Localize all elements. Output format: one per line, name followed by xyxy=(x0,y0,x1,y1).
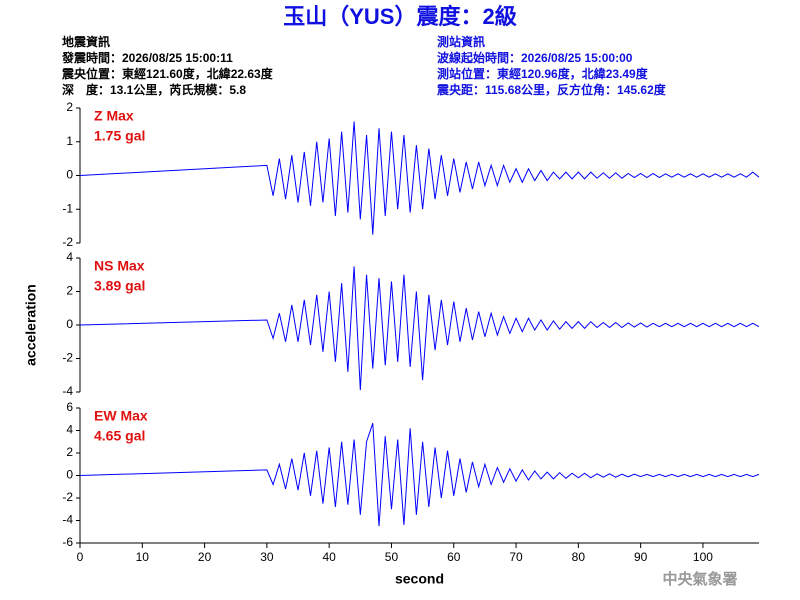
info-line: 波線起始時間：2026/08/25 15:00:00 xyxy=(437,50,633,65)
y-tick-label: 4 xyxy=(66,423,73,437)
x-tick-label: 70 xyxy=(509,550,523,564)
x-tick-label: 20 xyxy=(198,550,212,564)
info-line: 地震資訊 xyxy=(62,34,110,49)
y-tick-label: 6 xyxy=(66,400,73,414)
x-tick-label: 40 xyxy=(322,550,336,564)
info-line: 深 度：13.1公里，芮氏規模：5.8 xyxy=(62,82,246,97)
y-tick-label: 2 xyxy=(66,100,73,114)
y-tick-label: -4 xyxy=(62,513,73,527)
y-axis-title: acceleration xyxy=(23,284,39,366)
y-tick-label: 2 xyxy=(66,284,73,298)
panel-label: 4.65 gal xyxy=(94,428,145,444)
y-tick-label: 0 xyxy=(66,317,73,331)
x-tick-label: 100 xyxy=(693,550,713,564)
y-tick-label: -1 xyxy=(62,201,73,215)
watermark: 中央氣象署 xyxy=(662,570,737,588)
y-tick-label: -6 xyxy=(62,535,73,549)
y-tick-label: 0 xyxy=(66,468,73,482)
x-tick-label: 60 xyxy=(447,550,461,564)
y-tick-label: -2 xyxy=(62,351,73,365)
panel-label: 1.75 gal xyxy=(94,128,145,144)
info-left: 地震資訊 發震時間：2026/08/25 15:00:11 震央位置：東經121… xyxy=(61,34,274,97)
y-tick-label: 1 xyxy=(66,134,73,148)
y-tick-label: 4 xyxy=(66,250,73,264)
panel-label: Z Max xyxy=(94,108,134,124)
info-line: 震央位置：東經121.60度，北緯22.63度 xyxy=(62,66,274,81)
info-line: 發震時間：2026/08/25 15:00:11 xyxy=(61,50,233,65)
panel-label: NS Max xyxy=(94,258,145,274)
info-line: 測站位置：東經120.96度，北緯23.49度 xyxy=(437,66,649,81)
y-tick-label: -2 xyxy=(62,490,73,504)
y-tick-label: -4 xyxy=(62,384,73,398)
x-tick-label: 90 xyxy=(634,550,648,564)
panel-label: EW Max xyxy=(94,408,148,424)
info-right: 測站資訊 波線起始時間：2026/08/25 15:00:00 測站位置：東經1… xyxy=(437,34,667,97)
info-line: 測站資訊 xyxy=(437,34,485,49)
x-tick-label: 30 xyxy=(260,550,274,564)
waveform xyxy=(79,121,760,235)
x-tick-label: 10 xyxy=(136,550,150,564)
info-line: 震央距：115.68公里，反方位角：145.62度 xyxy=(437,82,667,97)
y-tick-label: -2 xyxy=(62,235,73,249)
x-axis-title: second xyxy=(395,571,444,587)
waveform xyxy=(79,266,760,391)
y-tick-label: 0 xyxy=(66,168,73,182)
y-tick-label: 2 xyxy=(66,445,73,459)
panel-label: 3.89 gal xyxy=(94,278,145,294)
x-tick-label: 80 xyxy=(572,550,586,564)
waveform xyxy=(79,423,760,527)
x-tick-label: 0 xyxy=(77,550,84,564)
x-tick-label: 50 xyxy=(385,550,399,564)
chart-title: 玉山（YUS）震度：2級 xyxy=(283,4,516,29)
